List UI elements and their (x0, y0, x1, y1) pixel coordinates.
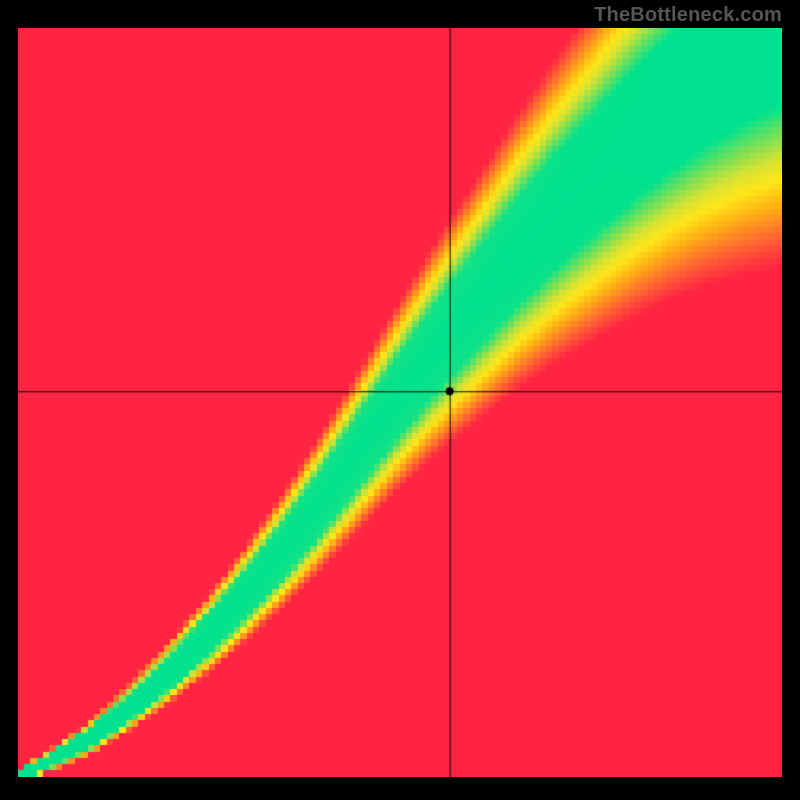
chart-container: TheBottleneck.com (0, 0, 800, 800)
watermark-label: TheBottleneck.com (594, 4, 782, 27)
bottleneck-heatmap (18, 28, 782, 777)
